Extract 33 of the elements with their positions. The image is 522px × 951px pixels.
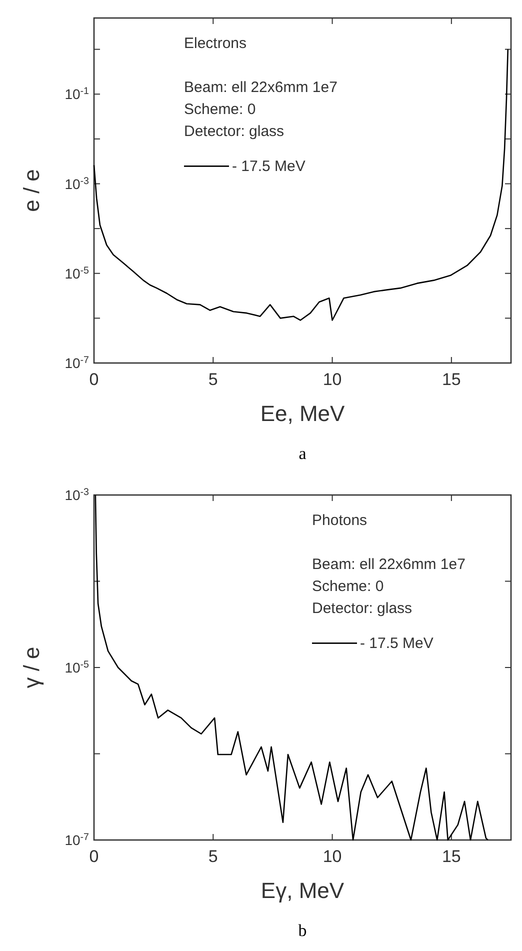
x-axis-title: Eγ, MeV (260, 878, 344, 903)
annotation: Photons (312, 512, 368, 529)
legend-label: - 17.5 MeV (360, 635, 434, 652)
y-axis-title: γ / e (19, 646, 44, 688)
annotation: Electrons (184, 35, 247, 52)
y-tick-label: 10$^{-7}$ (64, 832, 89, 848)
x-tick-label: 10 (322, 370, 342, 389)
text: a (298, 444, 307, 463)
y-tick-label: 10$^{-5}$ (64, 659, 90, 676)
x-axis-title: Ee, MeV (260, 401, 346, 426)
x-tick-label: 15 (442, 370, 461, 389)
annotation: Scheme: 0 (184, 101, 256, 118)
x-tick-label: 10 (322, 847, 342, 866)
y-tick-label: 10$^{-1}$ (64, 86, 89, 102)
y-axis-title: e / e (19, 169, 44, 212)
y-tick-label: 10$^{-7}$ (64, 354, 89, 371)
x-tick-label: 5 (208, 370, 218, 389)
annotation: Beam: ell 22x6mm 1e7 (184, 79, 338, 96)
annotation: Beam: ell 22x6mm 1e7 (312, 556, 466, 573)
x-tick-label: 15 (442, 847, 461, 866)
legend-label: - 17.5 MeV (232, 158, 306, 176)
y-tick-label: 10$^{-3}$ (64, 486, 90, 503)
x-tick-label: 5 (208, 847, 218, 866)
line-series (94, 494, 489, 841)
y-tick-label: 10$^{-3}$ (64, 175, 90, 192)
x-tick-label: 0 (89, 847, 99, 866)
annotation: Scheme: 0 (312, 578, 384, 595)
x-tick-label: 0 (89, 370, 99, 389)
annotation: Detector: glass (312, 600, 412, 617)
text: b (298, 921, 307, 940)
y-tick-label: 10$^{-5}$ (64, 264, 90, 282)
annotation: Detector: glass (184, 123, 284, 140)
line-series (93, 48, 509, 321)
